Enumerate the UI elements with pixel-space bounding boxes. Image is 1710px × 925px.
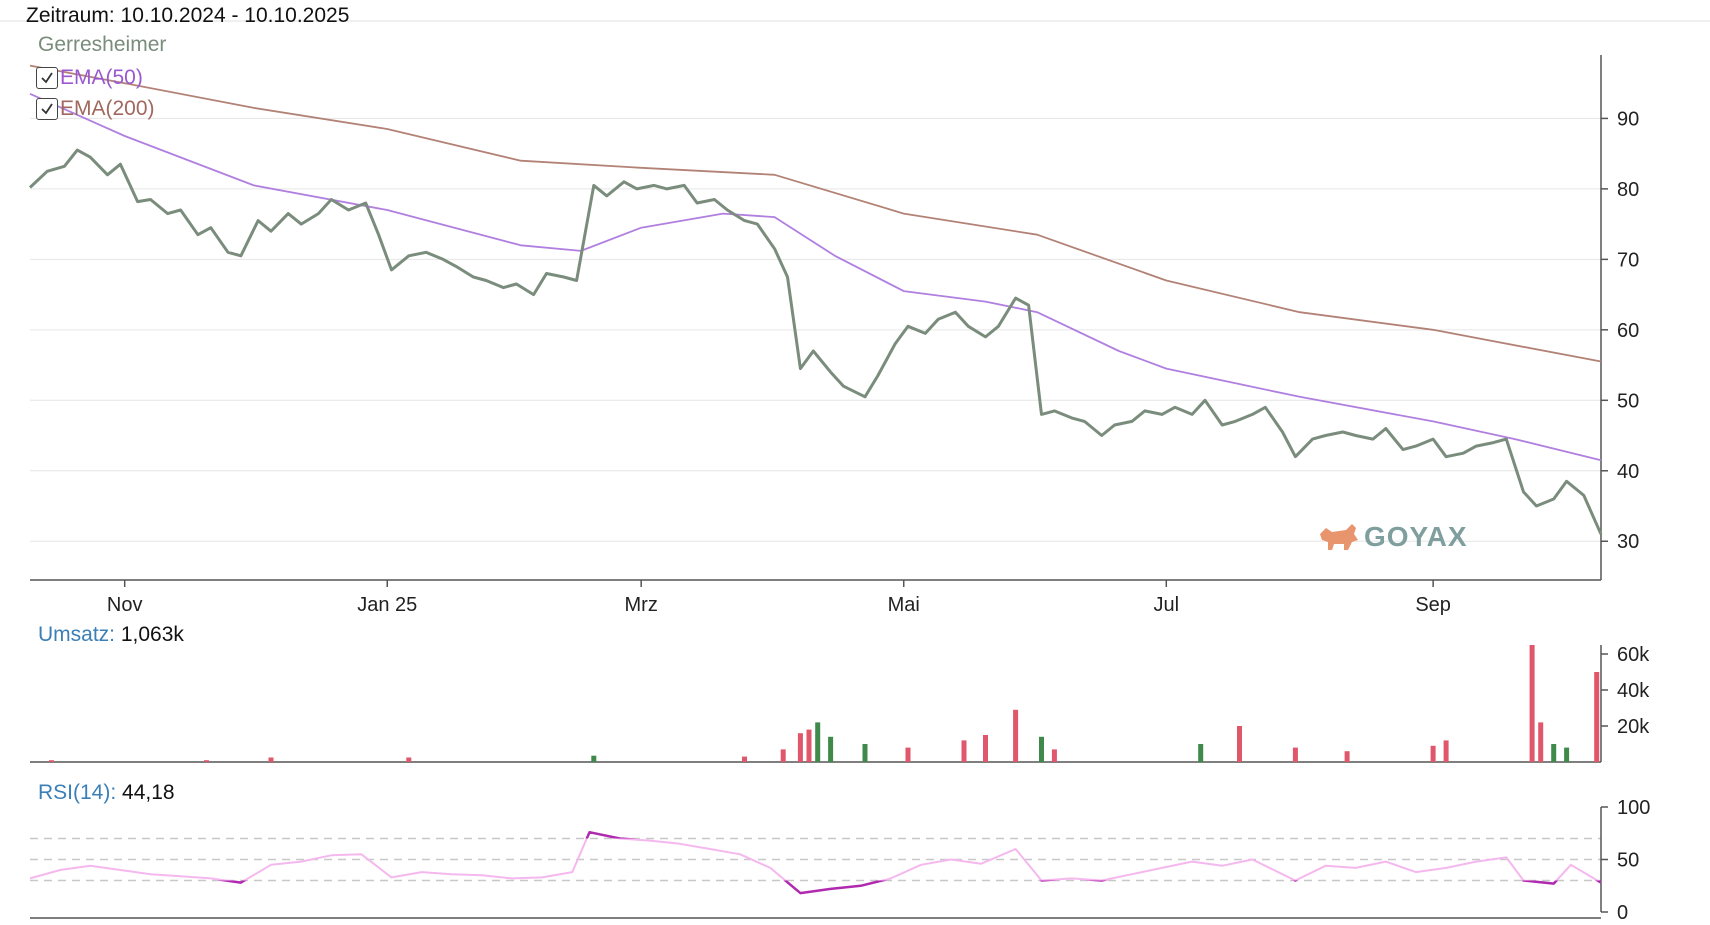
legend-ema200-label: EMA(200) bbox=[60, 97, 155, 120]
volume-panel[interactable]: 20k 40k 60k bbox=[30, 644, 1650, 763]
legend-ema200[interactable]: EMA(200) bbox=[36, 97, 155, 121]
price-tick-label: 90 bbox=[1617, 108, 1639, 130]
volume-bar[interactable] bbox=[1538, 722, 1544, 762]
legend-ema50[interactable]: EMA(50) bbox=[36, 66, 143, 90]
rsi-tick-label: 0 bbox=[1617, 902, 1628, 924]
x-tick-label: Jul bbox=[1153, 594, 1179, 616]
rsi-value: 44,18 bbox=[122, 781, 175, 804]
volume-bar[interactable] bbox=[1430, 745, 1436, 762]
volume-bar[interactable] bbox=[1237, 726, 1242, 762]
bull-icon bbox=[1320, 524, 1358, 550]
check-icon bbox=[41, 72, 53, 84]
volume-bar[interactable] bbox=[591, 755, 597, 762]
volume-bar[interactable] bbox=[1564, 747, 1570, 762]
volume-bar[interactable] bbox=[1051, 749, 1057, 762]
series-line-gerresheimer[interactable] bbox=[28, 148, 1603, 535]
legend-stock-name: Gerresheimer bbox=[38, 33, 167, 56]
volume-bar[interactable] bbox=[1344, 751, 1350, 762]
rsi-readout: RSI(14): 44,18 bbox=[38, 781, 175, 805]
x-tick-label: Jan 25 bbox=[357, 594, 417, 616]
volume-bar[interactable] bbox=[961, 740, 967, 762]
ema50-checkbox[interactable] bbox=[36, 67, 58, 89]
rsi-label: RSI(14): bbox=[38, 781, 117, 804]
ema200-checkbox[interactable] bbox=[36, 98, 58, 120]
x-tick-label: Mai bbox=[888, 594, 920, 616]
price-tick-label: 80 bbox=[1617, 179, 1639, 201]
volume-bar[interactable] bbox=[1292, 747, 1298, 762]
x-tick-label: Mrz bbox=[625, 594, 658, 616]
volume-bar[interactable] bbox=[1529, 645, 1535, 762]
watermark-text: GOYAX bbox=[1364, 521, 1468, 552]
volume-label: Umsatz: bbox=[38, 623, 116, 646]
volume-bar[interactable] bbox=[905, 747, 911, 762]
volume-bar[interactable] bbox=[797, 733, 803, 762]
volume-bar[interactable] bbox=[1551, 744, 1557, 762]
rsi-panel[interactable]: 0 50 100 bbox=[29, 797, 1650, 924]
volume-value: 1,063k bbox=[120, 623, 184, 646]
volume-bar[interactable] bbox=[780, 749, 786, 762]
rsi-tick-label: 100 bbox=[1617, 797, 1650, 819]
price-panel[interactable]: 30 40 50 60 70 80 90 Nov Jan 25 Mrz Mai Jul Sep bbox=[28, 55, 1639, 616]
period-label: Zeitraum: 10.10.2024 - 10.10.2025 bbox=[26, 4, 350, 27]
check-icon bbox=[41, 103, 53, 115]
price-tick-label: 40 bbox=[1617, 461, 1639, 483]
volume-bar[interactable] bbox=[983, 735, 988, 762]
volume-bar[interactable] bbox=[1198, 744, 1204, 762]
volume-readout: Umsatz: 1,063k bbox=[38, 623, 184, 647]
volume-bar[interactable] bbox=[204, 760, 209, 762]
series-line-ema-50[interactable] bbox=[29, 92, 1602, 462]
volume-bar[interactable] bbox=[406, 757, 412, 763]
goyax-watermark: GOYAX bbox=[1318, 520, 1468, 554]
volume-bar[interactable] bbox=[815, 722, 821, 762]
volume-tick-label: 60k bbox=[1617, 644, 1650, 666]
x-tick-label: Nov bbox=[107, 594, 143, 616]
volume-bar[interactable] bbox=[806, 729, 812, 762]
rsi-extreme-line bbox=[30, 830, 1601, 895]
volume-tick-label: 20k bbox=[1617, 716, 1650, 738]
series-line-ema-200[interactable] bbox=[29, 64, 1602, 363]
volume-bar[interactable] bbox=[268, 757, 274, 763]
volume-bar[interactable] bbox=[1013, 709, 1019, 762]
volume-bar[interactable] bbox=[1594, 672, 1600, 762]
price-tick-label: 50 bbox=[1617, 390, 1639, 412]
price-tick-label: 70 bbox=[1617, 249, 1639, 271]
rsi-tick-label: 50 bbox=[1617, 850, 1639, 872]
volume-bar[interactable] bbox=[742, 756, 747, 762]
volume-bar[interactable] bbox=[862, 744, 868, 762]
volume-tick-label: 40k bbox=[1617, 680, 1650, 702]
legend-ema50-label: EMA(50) bbox=[60, 66, 143, 89]
price-tick-label: 30 bbox=[1617, 531, 1639, 553]
volume-bar[interactable] bbox=[1039, 736, 1044, 762]
rsi-line[interactable] bbox=[29, 831, 1602, 895]
volume-bar[interactable] bbox=[828, 736, 834, 762]
volume-bar[interactable] bbox=[1443, 740, 1449, 762]
volume-bar[interactable] bbox=[49, 760, 54, 762]
x-tick-label: Sep bbox=[1415, 594, 1451, 616]
price-tick-label: 60 bbox=[1617, 320, 1639, 342]
